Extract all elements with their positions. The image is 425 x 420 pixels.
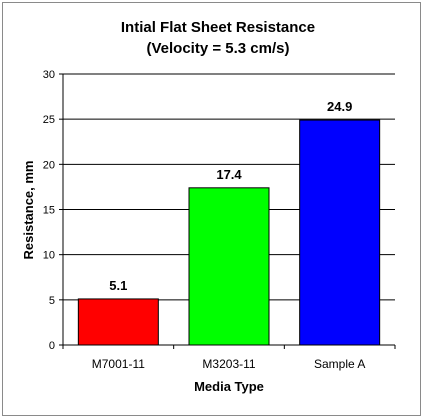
y-tick-label: 0 (49, 340, 55, 352)
labels: 0 5 10 15 20 25 30 5.1 M7001-11 17.4 M3203-11 24.9 S… (43, 69, 366, 371)
data-label: 24.9 (327, 99, 352, 114)
bars (77, 119, 381, 346)
x-tick-label: M3203-11 (202, 357, 255, 371)
y-axis-label: Resistance, mm (21, 161, 36, 260)
axes (59, 73, 396, 349)
data-label: 5.1 (109, 278, 127, 293)
chart-subtitle: (Velocity = 5.3 cm/s) (147, 40, 290, 57)
bar (188, 187, 270, 346)
x-axis-label: Media Type (194, 379, 264, 394)
bar (299, 119, 381, 346)
y-tick-label: 10 (43, 250, 55, 262)
chart-title: Intial Flat Sheet Resistance (121, 19, 315, 36)
y-tick-label: 20 (43, 159, 55, 171)
data-label: 17.4 (216, 167, 242, 182)
bar (77, 298, 159, 346)
y-tick-label: 25 (43, 114, 55, 126)
y-tick-label: 15 (43, 205, 55, 217)
y-tick-label: 5 (49, 295, 55, 307)
x-tick-label: M7001-11 (92, 357, 145, 371)
x-tick-label: Sample A (314, 357, 365, 371)
y-tick-label: 30 (43, 69, 55, 81)
